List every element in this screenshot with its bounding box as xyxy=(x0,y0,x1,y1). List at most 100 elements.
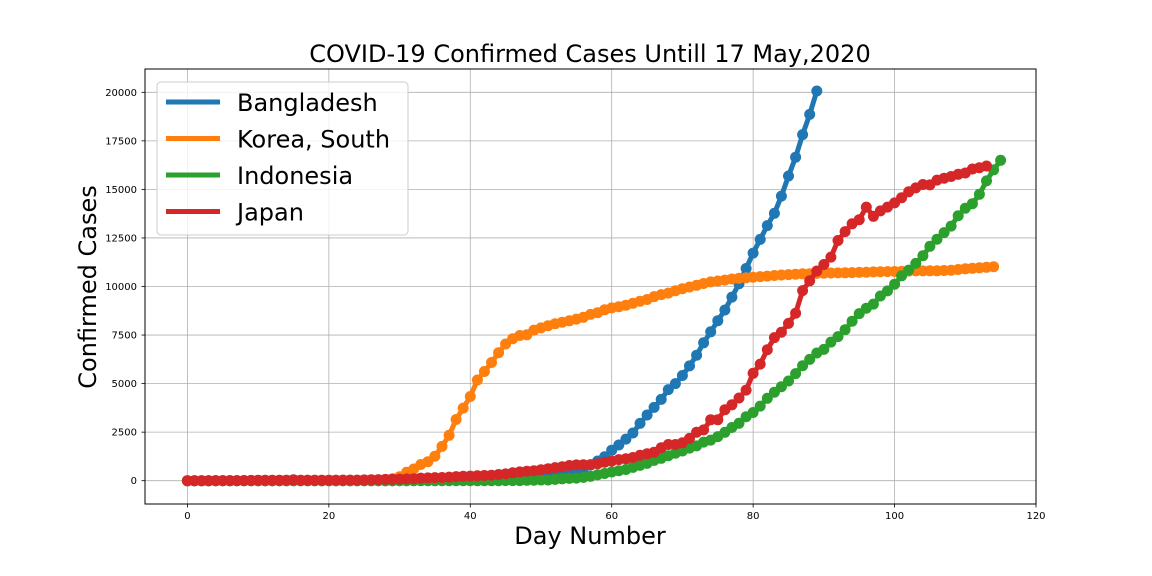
data-point-indonesia xyxy=(945,220,957,232)
data-point-bangladesh xyxy=(804,108,816,120)
y-tick-label: 15000 xyxy=(105,185,137,196)
data-point-indonesia xyxy=(903,264,915,276)
data-point-bangladesh xyxy=(747,247,759,259)
data-point-bangladesh xyxy=(754,233,766,245)
data-point-japan xyxy=(825,251,837,263)
data-point-bangladesh xyxy=(698,337,710,349)
data-point-japan xyxy=(761,344,773,356)
series-japan xyxy=(181,160,992,487)
data-point-japan xyxy=(832,235,844,246)
data-point-indonesia xyxy=(995,154,1007,166)
legend-label-indonesia: Indonesia xyxy=(237,162,353,190)
y-tick-label: 2500 xyxy=(112,428,137,439)
data-point-bangladesh xyxy=(719,304,731,316)
data-point-indonesia xyxy=(783,375,794,387)
data-point-japan xyxy=(712,414,724,426)
data-point-korea-south xyxy=(486,357,497,368)
data-point-japan xyxy=(740,384,752,396)
data-point-korea-south xyxy=(457,402,469,414)
data-point-korea-south xyxy=(471,374,483,386)
data-point-indonesia xyxy=(754,400,766,412)
y-tick-label: 5000 xyxy=(112,379,137,390)
data-point-bangladesh xyxy=(655,393,667,405)
legend-box xyxy=(156,81,409,236)
x-tick-label: 80 xyxy=(747,511,760,522)
data-point-bangladesh xyxy=(676,370,688,381)
data-point-indonesia xyxy=(973,188,985,200)
x-tick-label: 0 xyxy=(184,511,190,522)
data-point-japan xyxy=(804,275,816,287)
data-point-bangladesh xyxy=(627,427,639,439)
data-point-bangladesh xyxy=(783,170,794,182)
data-point-korea-south xyxy=(493,347,505,359)
data-point-bangladesh xyxy=(768,207,780,219)
data-point-japan xyxy=(726,399,738,411)
series-layer xyxy=(181,85,1007,487)
data-point-japan xyxy=(797,285,809,297)
data-point-bangladesh xyxy=(790,151,802,163)
data-point-indonesia xyxy=(952,210,964,222)
data-point-bangladesh xyxy=(669,378,681,390)
x-tick-label: 100 xyxy=(885,511,904,522)
data-point-indonesia xyxy=(981,175,992,187)
legend-label-korea-south: Korea, South xyxy=(237,126,390,154)
data-point-indonesia xyxy=(839,324,851,336)
data-point-bangladesh xyxy=(691,349,703,361)
data-point-indonesia xyxy=(882,285,893,297)
data-point-japan xyxy=(698,424,710,436)
data-point-indonesia xyxy=(910,257,922,269)
data-point-korea-south xyxy=(450,414,462,425)
data-point-bangladesh xyxy=(648,401,660,413)
data-point-korea-south xyxy=(478,366,490,377)
data-point-japan xyxy=(981,160,992,172)
data-point-japan xyxy=(754,358,766,370)
x-tick-label: 20 xyxy=(322,511,335,522)
data-point-japan xyxy=(811,265,823,277)
data-point-bangladesh xyxy=(634,417,646,429)
data-point-indonesia xyxy=(797,360,809,372)
data-point-indonesia xyxy=(733,417,745,429)
data-point-bangladesh xyxy=(712,315,724,327)
data-point-korea-south xyxy=(436,440,448,452)
data-point-korea-south xyxy=(988,261,1000,273)
data-point-bangladesh xyxy=(797,129,809,141)
data-point-indonesia xyxy=(846,315,858,327)
y-tick-label: 0 xyxy=(131,476,137,487)
data-point-bangladesh xyxy=(761,220,773,232)
data-point-indonesia xyxy=(747,407,759,418)
data-point-indonesia xyxy=(790,368,802,380)
y-tick-label: 12500 xyxy=(105,233,137,244)
data-point-bangladesh xyxy=(705,326,717,338)
data-point-japan xyxy=(839,226,851,238)
data-point-indonesia xyxy=(917,250,929,262)
data-point-indonesia xyxy=(832,331,844,343)
y-tick-label: 17500 xyxy=(105,136,137,147)
data-point-indonesia xyxy=(938,227,950,239)
data-point-bangladesh xyxy=(740,263,752,274)
data-point-indonesia xyxy=(867,298,879,310)
y-tick-label: 20000 xyxy=(105,88,137,99)
data-point-bangladesh xyxy=(641,409,653,421)
data-point-indonesia xyxy=(889,278,901,290)
data-point-korea-south xyxy=(429,450,441,462)
axis-ticks: 0 20 40 60 80 100 120 0 2500 5000 7500 10000 12500 15… xyxy=(105,88,1045,522)
data-point-japan xyxy=(860,201,872,213)
data-point-korea-south xyxy=(464,391,476,402)
x-tick-label: 120 xyxy=(1026,511,1045,522)
data-point-indonesia xyxy=(931,233,943,245)
data-point-japan xyxy=(747,367,759,379)
data-point-korea-south xyxy=(443,429,455,441)
data-point-indonesia xyxy=(818,343,830,355)
chart-title: COVID-19 Confirmed Cases Untill 17 May,2… xyxy=(309,40,870,68)
data-point-indonesia xyxy=(966,198,978,210)
legend-label-japan: Japan xyxy=(235,199,304,227)
legend-label-bangladesh: Bangladesh xyxy=(237,89,378,117)
y-tick-label: 7500 xyxy=(112,331,137,342)
data-point-japan xyxy=(684,432,695,444)
data-point-japan xyxy=(783,317,794,329)
y-axis-label: Confirmed Cases xyxy=(74,185,102,388)
x-tick-label: 40 xyxy=(464,511,477,522)
data-point-japan xyxy=(733,392,745,404)
data-point-bangladesh xyxy=(684,360,695,372)
